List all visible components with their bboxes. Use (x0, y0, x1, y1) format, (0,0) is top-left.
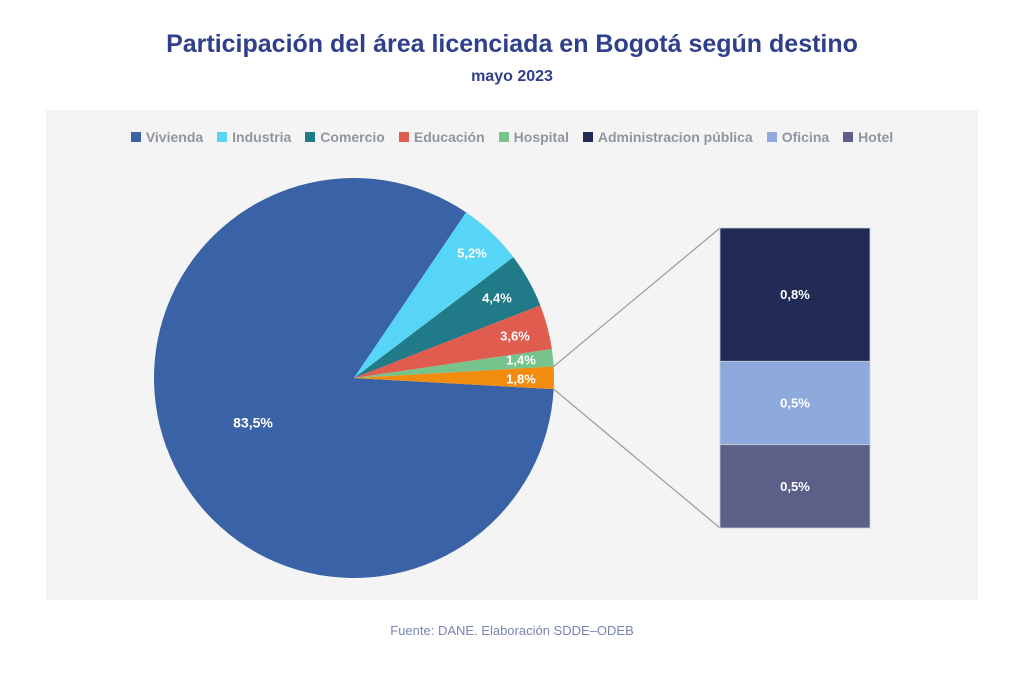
legend-item-oficina: Oficina (766, 129, 830, 145)
bar-segment-label: 0,8% (780, 287, 810, 302)
bar-segment-hotel (719, 444, 871, 529)
legend-swatch (398, 132, 409, 142)
legend-item-hotel: Hotel (843, 129, 893, 145)
pie-slice-comercio (354, 257, 541, 378)
legend-item-vivienda: Vivienda (130, 129, 204, 145)
legend-item-educacion: Educación (398, 129, 485, 145)
connector-line-bottom (553, 388, 721, 529)
slice-label: 3,6% (500, 328, 530, 343)
legend-swatch (582, 132, 593, 142)
legend-item-comercio: Comercio (305, 129, 385, 145)
bar-segment-oficina (719, 360, 871, 446)
legend-swatch (498, 132, 509, 142)
legend-label: Hotel (858, 129, 894, 145)
slice-label: 1,4% (506, 352, 536, 367)
legend-item-industria: Industria (217, 129, 291, 145)
chart-subtitle: mayo 2023 (471, 68, 553, 85)
legend-swatch (766, 132, 777, 142)
legend-label: Vivienda (145, 129, 204, 145)
pie-slice-hospital (354, 349, 554, 378)
slice-label: 1,8% (506, 371, 536, 386)
source-note: Fuente: DANE. Elaboración SDDE–ODEB (390, 623, 634, 638)
legend-swatch (130, 132, 141, 142)
connector-line-top (553, 227, 721, 368)
slice-label: 83,5% (233, 415, 273, 431)
pie-slice-industria (354, 212, 514, 378)
legend-label: Hospital (513, 129, 569, 145)
pie-slice-educacin (354, 305, 552, 378)
bar-segment-administracionpblica (719, 227, 871, 362)
legend-item-administracion: Administracion pública (582, 129, 753, 145)
legend-label: Industria (232, 129, 292, 145)
pie-slice-vivienda (153, 177, 554, 578)
legend-label: Educación (413, 129, 485, 145)
pie-slice-otros (354, 366, 554, 390)
bar-segment-label: 0,5% (780, 479, 810, 494)
chart-title: Participación del área licenciada en Bog… (166, 30, 858, 58)
slice-label: 5,2% (457, 245, 487, 260)
legend-label: Oficina (781, 129, 830, 145)
legend-swatch (217, 132, 228, 142)
legend-swatch (305, 132, 316, 142)
legend-swatch (843, 132, 854, 142)
slice-label: 4,4% (482, 290, 512, 305)
legend: Vivienda Industria Comercio Educación Ho… (0, 129, 1024, 145)
legend-item-hospital: Hospital (498, 129, 569, 145)
bar-segment-label: 0,5% (780, 395, 810, 410)
legend-label: Administracion pública (597, 129, 753, 145)
legend-label: Comercio (320, 129, 385, 145)
